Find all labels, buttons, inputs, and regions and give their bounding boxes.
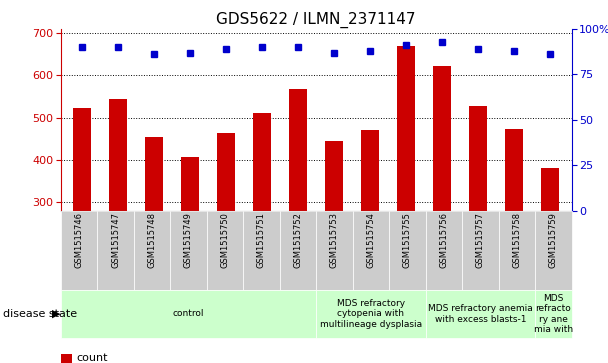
Bar [181, 156, 199, 329]
Text: GSM1515747: GSM1515747 [111, 212, 120, 268]
Text: GSM1515754: GSM1515754 [367, 212, 375, 268]
Text: GSM1515749: GSM1515749 [184, 212, 193, 268]
Text: GSM1515756: GSM1515756 [440, 212, 448, 268]
Bar [397, 46, 415, 329]
Text: control: control [173, 310, 204, 318]
Bar [289, 89, 307, 329]
Text: GSM1515750: GSM1515750 [221, 212, 229, 268]
Text: GSM1515751: GSM1515751 [257, 212, 266, 268]
Text: GSM1515752: GSM1515752 [294, 212, 302, 268]
Text: count: count [77, 354, 108, 363]
Text: GSM1515746: GSM1515746 [75, 212, 83, 268]
Text: MDS refractory
cytopenia with
multilineage dysplasia: MDS refractory cytopenia with multilinea… [320, 299, 422, 329]
Text: MDS refractory anemia
with excess blasts-1: MDS refractory anemia with excess blasts… [428, 304, 533, 324]
Text: GSM1515759: GSM1515759 [549, 212, 558, 268]
Bar [361, 130, 379, 329]
Bar [109, 99, 127, 329]
Text: GSM1515755: GSM1515755 [403, 212, 412, 268]
Text: GSM1515757: GSM1515757 [476, 212, 485, 268]
Bar [541, 168, 559, 329]
Bar [74, 107, 91, 329]
Bar [433, 66, 451, 329]
Text: MDS
refracto
ry ane
mia with: MDS refracto ry ane mia with [534, 294, 573, 334]
Bar [325, 141, 343, 329]
Bar [145, 137, 164, 329]
Text: GSM1515748: GSM1515748 [148, 212, 156, 268]
Text: GSM1515758: GSM1515758 [513, 212, 521, 268]
Title: GDS5622 / ILMN_2371147: GDS5622 / ILMN_2371147 [216, 12, 416, 28]
Bar [505, 129, 523, 329]
Text: disease state: disease state [3, 309, 77, 319]
Bar [253, 114, 271, 329]
Text: GSM1515753: GSM1515753 [330, 212, 339, 268]
Bar [469, 106, 487, 329]
Text: ▶: ▶ [52, 309, 60, 319]
Bar [217, 133, 235, 329]
